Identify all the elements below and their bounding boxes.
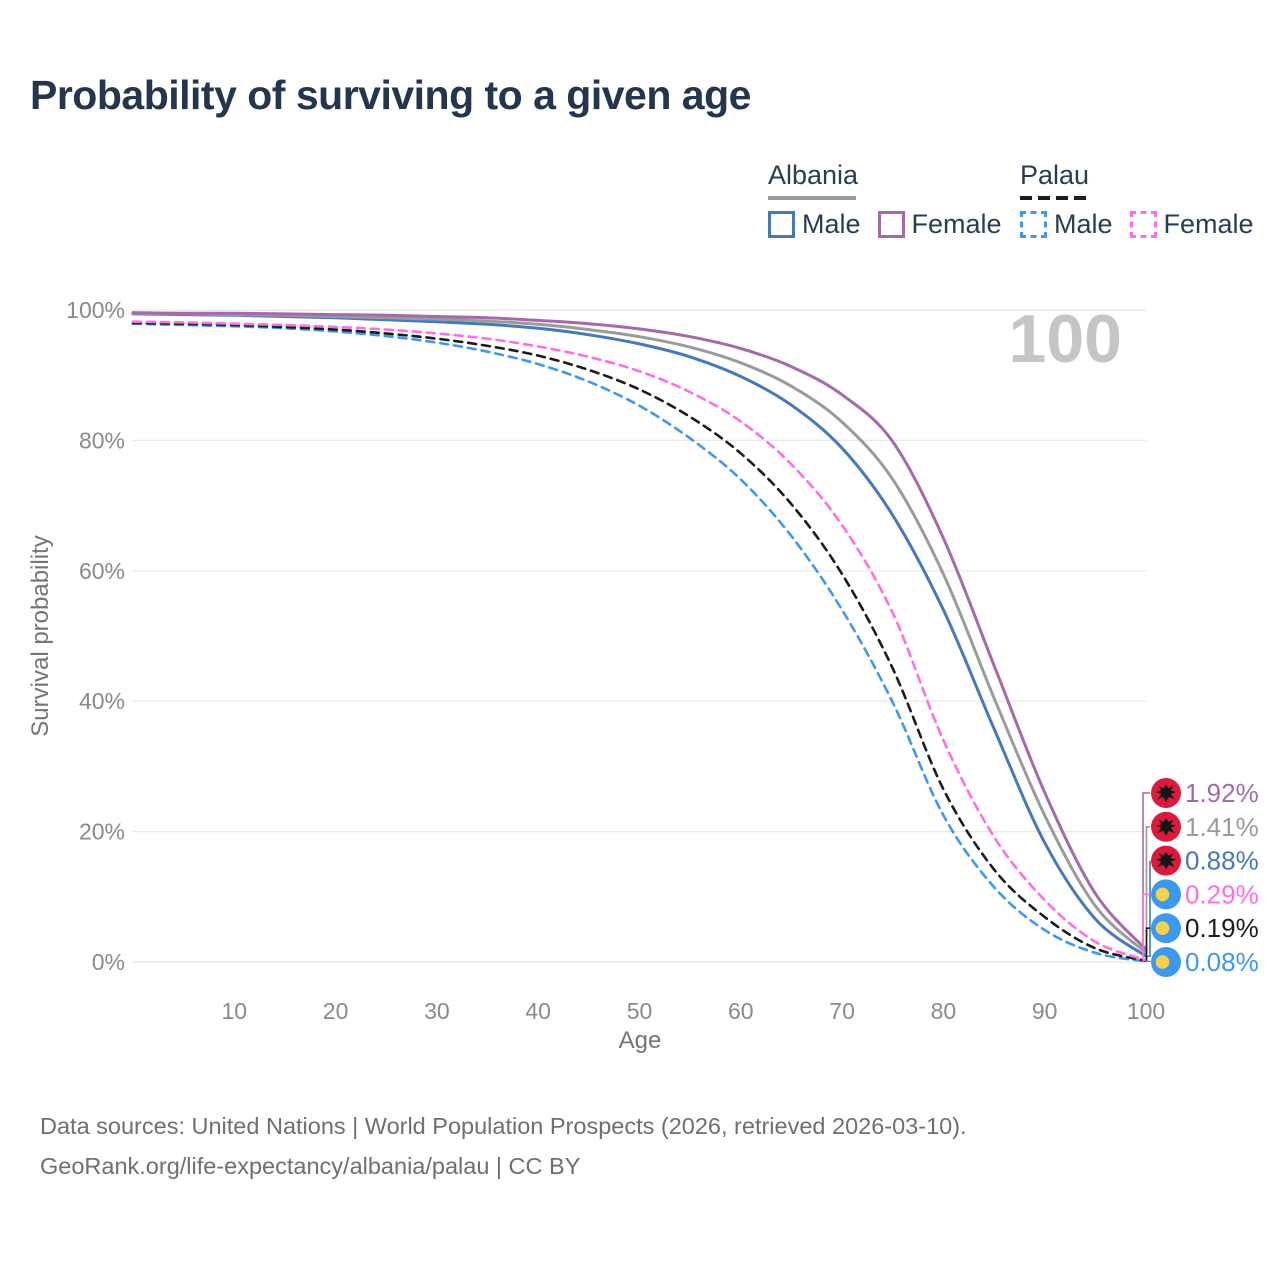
end-label-palau-male: 0.08% xyxy=(1185,947,1259,977)
legend-item-albania-male: Male xyxy=(802,209,861,239)
legend-group-palau: Palau Male Female xyxy=(1020,160,1271,240)
legend-item-albania-female: Female xyxy=(911,209,1002,239)
palau-male-swatch-icon xyxy=(1020,211,1047,238)
palau-female-swatch-icon xyxy=(1129,211,1157,238)
albania-male-swatch-icon xyxy=(768,211,795,238)
y-tick-label: 100% xyxy=(66,297,125,323)
x-tick-label: 30 xyxy=(424,998,450,1024)
palau-dashed-line-swatch xyxy=(1020,196,1086,200)
curve-albania-both-sexes xyxy=(131,311,1148,955)
legend-item-palau-female: Female xyxy=(1163,209,1254,239)
age-counter-watermark: 100 xyxy=(1009,301,1122,377)
x-tick-label: 90 xyxy=(1032,998,1058,1024)
curve-albania-female xyxy=(131,311,1148,951)
legend-item-palau-male: Male xyxy=(1054,209,1113,239)
y-tick-label: 80% xyxy=(79,427,125,453)
footer: Data sources: United Nations | World Pop… xyxy=(40,1106,967,1186)
page-title: Probability of surviving to a given age xyxy=(30,72,751,118)
curve-palau-both-sexes xyxy=(131,321,1148,963)
gridlines: 0% 20% 40% 60% 80% 100% xyxy=(66,297,1146,975)
connector-palau-male xyxy=(1146,960,1151,963)
end-label-albania-male: 0.88% xyxy=(1185,846,1259,876)
connector-albania-female xyxy=(1142,792,1150,951)
connector-albania-male xyxy=(1146,860,1151,958)
x-axis-title: Age xyxy=(619,1027,662,1054)
x-tick-label: 20 xyxy=(323,998,349,1024)
x-tick-label: 60 xyxy=(728,998,754,1024)
albania-eagle-icon xyxy=(1156,852,1176,870)
y-tick-label: 60% xyxy=(79,558,125,584)
end-label-palau-both-sexes: 0.19% xyxy=(1185,913,1259,943)
end-labels: 1.92% 1.41% 0.88%0.29% 0.19% 0.08% xyxy=(1151,778,1259,977)
palau-moon-icon xyxy=(1155,921,1170,935)
palau-moon-icon xyxy=(1155,955,1170,969)
footer-data-sources: Data sources: United Nations | World Pop… xyxy=(40,1113,967,1139)
connector-palau-female xyxy=(1142,893,1150,961)
x-tick-label: 40 xyxy=(525,998,551,1024)
end-label-connectors xyxy=(1142,792,1151,963)
palau-moon-icon xyxy=(1155,887,1170,902)
albania-solid-line-swatch xyxy=(768,196,856,200)
x-tick-label: 80 xyxy=(931,998,957,1024)
x-tick-label: 10 xyxy=(222,998,248,1024)
albania-female-swatch-icon xyxy=(877,211,905,238)
y-axis-title: Survival probability xyxy=(27,535,54,736)
end-label-palau-female: 0.29% xyxy=(1185,879,1259,909)
albania-eagle-icon xyxy=(1156,818,1176,836)
x-tick-label: 50 xyxy=(627,998,653,1024)
end-label-albania-female: 1.92% xyxy=(1185,778,1259,808)
curve-palau-female xyxy=(131,320,1148,962)
legend-group-albania: Albania Male Female xyxy=(768,160,1019,240)
y-tick-label: 0% xyxy=(92,949,125,975)
albania-eagle-icon xyxy=(1156,784,1176,802)
y-tick-label: 20% xyxy=(79,819,125,845)
footer-url: GeoRank.org/life-expectancy/albania/pala… xyxy=(40,1153,581,1179)
x-axis-ticks: 10 20 30 40 50 60 70 80 90 100 xyxy=(222,998,1166,1024)
legend-country-albania: Albania xyxy=(768,160,859,190)
end-label-albania-both-sexes: 1.41% xyxy=(1185,812,1259,842)
y-tick-label: 40% xyxy=(79,688,125,714)
x-tick-label: 70 xyxy=(829,998,855,1024)
curve-albania-male xyxy=(131,312,1148,958)
curve-palau-male xyxy=(131,322,1148,963)
survival-curves xyxy=(131,311,1148,963)
legend-country-palau: Palau xyxy=(1020,160,1090,190)
x-tick-label: 100 xyxy=(1127,998,1165,1024)
